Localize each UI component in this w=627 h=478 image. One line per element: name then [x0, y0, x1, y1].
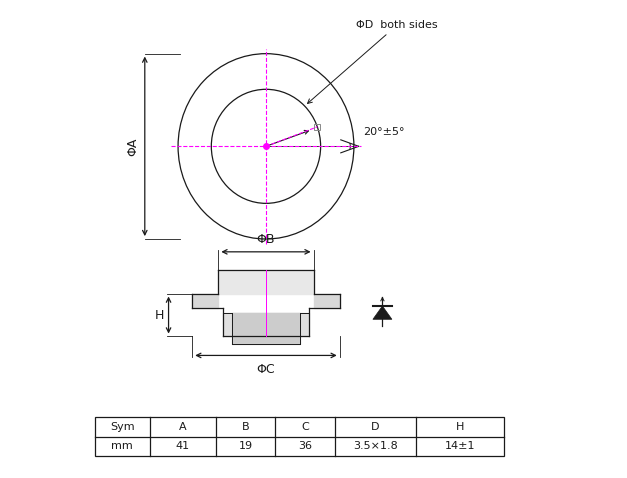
Polygon shape — [373, 306, 392, 319]
Text: ΦB: ΦB — [256, 233, 275, 246]
Text: 3.5×1.8: 3.5×1.8 — [353, 442, 398, 451]
Text: C: C — [302, 422, 309, 432]
Text: 41: 41 — [176, 442, 190, 451]
Text: 19: 19 — [239, 442, 253, 451]
Text: D: D — [371, 422, 379, 432]
Text: ΦA: ΦA — [127, 137, 139, 155]
Text: H: H — [154, 308, 164, 322]
Text: 14±1: 14±1 — [445, 442, 475, 451]
Text: H: H — [455, 422, 464, 432]
Text: 36: 36 — [298, 442, 312, 451]
Bar — [315, 124, 320, 130]
Text: A: A — [179, 422, 187, 432]
Text: 20°±5°: 20°±5° — [364, 127, 405, 137]
Text: B: B — [242, 422, 250, 432]
Text: Sym: Sym — [110, 422, 135, 432]
Text: mm: mm — [112, 442, 133, 451]
Text: ΦC: ΦC — [256, 362, 275, 376]
Bar — [95, 417, 503, 456]
Text: ΦD  both sides: ΦD both sides — [307, 20, 438, 103]
